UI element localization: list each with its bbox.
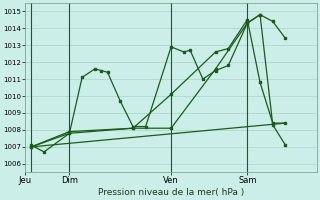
X-axis label: Pression niveau de la mer( hPa ): Pression niveau de la mer( hPa )	[98, 188, 244, 197]
